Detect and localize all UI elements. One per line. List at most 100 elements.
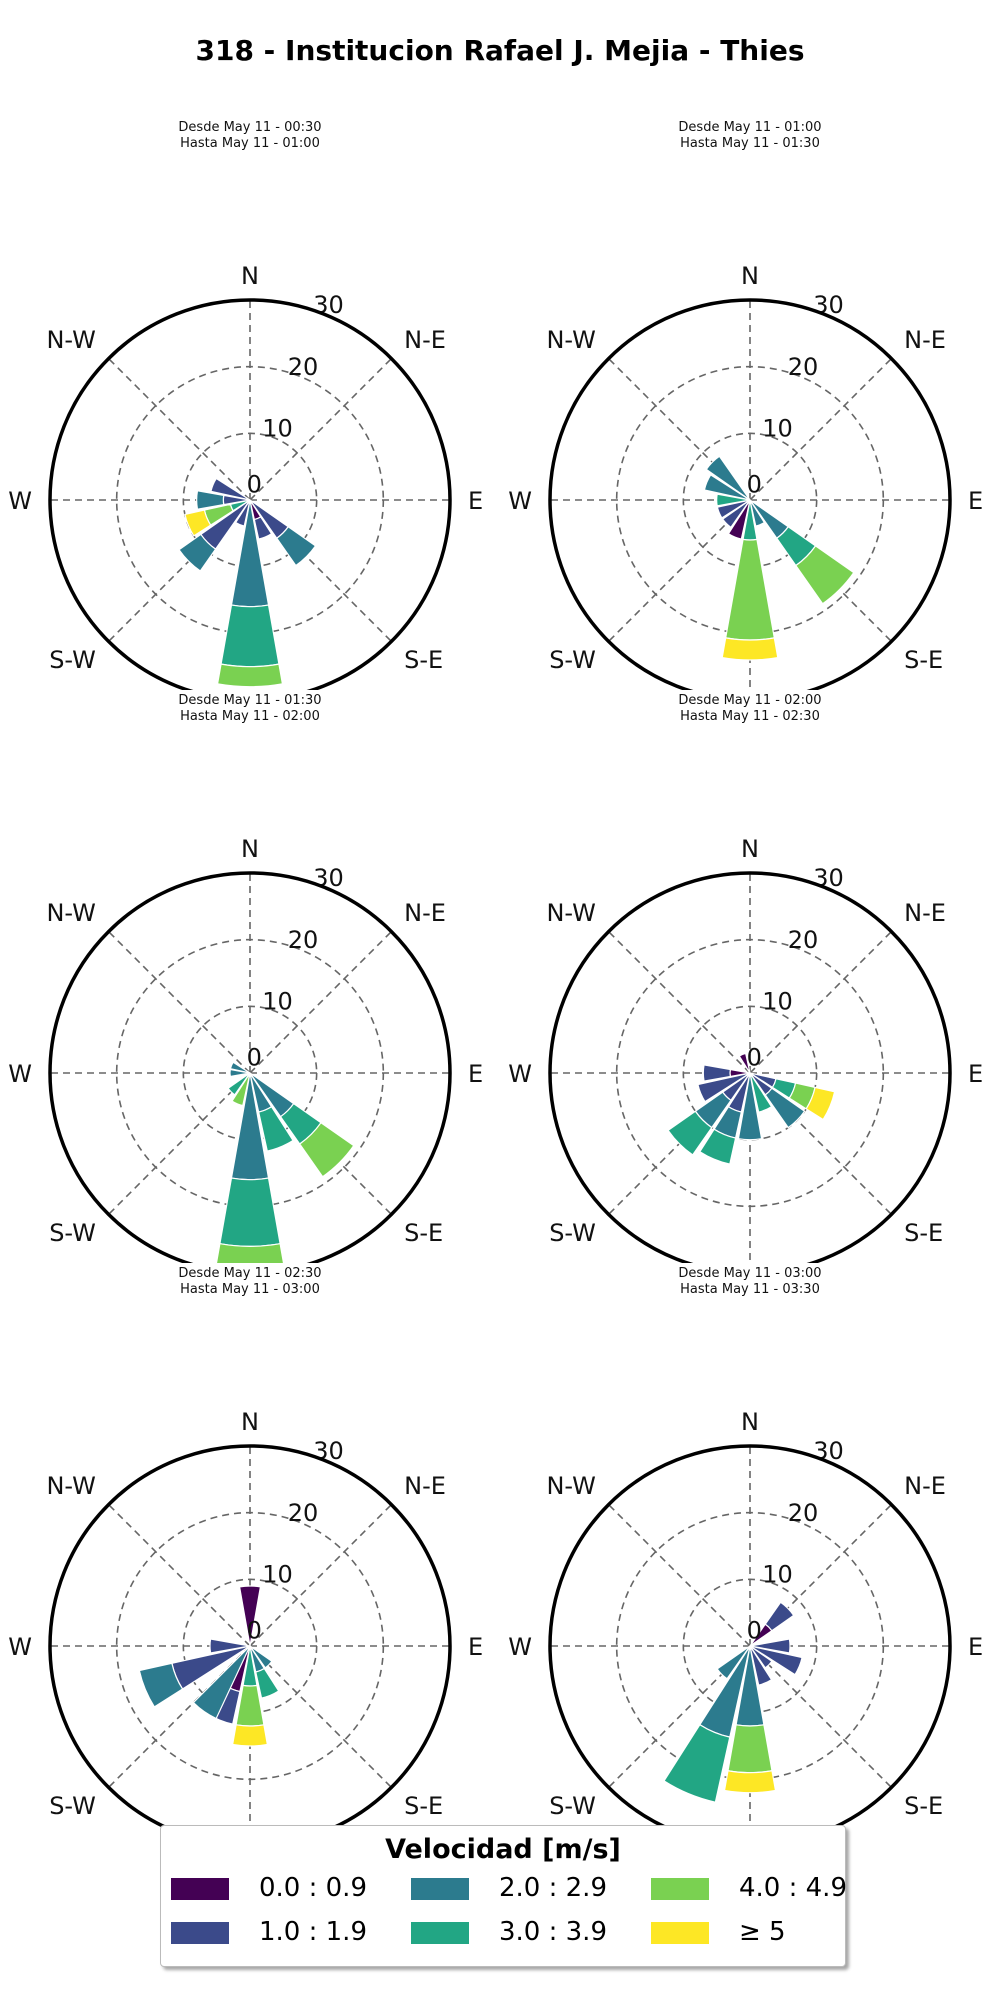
wind-bar (721, 637, 779, 661)
direction-label: E (968, 1633, 983, 1661)
wind-bar (663, 1723, 731, 1803)
windrose-panel-6: Desde May 11 - 03:00 Hasta May 11 - 03:3… (500, 1266, 1000, 1836)
grid-spoke (249, 931, 392, 1074)
grid-spoke (108, 1645, 251, 1788)
direction-label: E (468, 487, 483, 515)
radial-tick-label: 0 (747, 470, 762, 498)
wind-bar (253, 516, 273, 540)
direction-label: S-E (404, 646, 443, 674)
windrose-panel-2: Desde May 11 - 01:00 Hasta May 11 - 01:3… (500, 120, 1000, 690)
outer-circle (48, 871, 452, 1263)
direction-label: N-E (904, 326, 946, 354)
grid-ring (682, 1578, 818, 1714)
wind-bar (727, 499, 751, 540)
wind-bar (702, 1064, 731, 1082)
direction-label: N-E (904, 1472, 946, 1500)
windrose-panel-4: Desde May 11 - 02:00 Hasta May 11 - 02:3… (500, 693, 1000, 1263)
wind-bar (737, 1072, 763, 1141)
legend-label: 3.0 : 3.9 (499, 1917, 607, 1947)
grid-spoke (249, 1645, 392, 1788)
legend-swatch (171, 1878, 229, 1900)
direction-label: W (8, 1633, 32, 1661)
wind-bar (764, 1087, 806, 1129)
windrose-panel-3: Desde May 11 - 01:30 Hasta May 11 - 02:0… (0, 693, 500, 1263)
windrose-panel-5: Desde May 11 - 02:30 Hasta May 11 - 03:0… (0, 1266, 500, 1836)
wind-bar (255, 1667, 280, 1699)
radial-tick-label: 20 (788, 1499, 819, 1527)
wind-bar (667, 1110, 713, 1156)
radial-tick-label: 20 (288, 353, 319, 381)
wind-bar (229, 1068, 251, 1078)
panel-subtitle: Desde May 11 - 02:00 Hasta May 11 - 02:3… (500, 693, 1000, 725)
subtitle-line-2: Hasta May 11 - 03:00 (180, 1282, 320, 1297)
grid-spoke (108, 931, 251, 1074)
direction-label: N (741, 262, 759, 290)
direction-label: N (241, 262, 259, 290)
grid-spoke (608, 931, 751, 1074)
direction-label: N (741, 1408, 759, 1436)
radial-tick-label: 20 (288, 926, 319, 954)
wind-bar (275, 525, 317, 567)
outer-circle (548, 1444, 952, 1836)
wind-bar (697, 1072, 751, 1103)
wind-bar (716, 499, 751, 519)
direction-label: N (241, 1408, 259, 1436)
direction-label: S-W (49, 1792, 96, 1820)
grid-spoke (749, 1504, 892, 1647)
wind-bar (220, 604, 280, 668)
wind-bar (795, 545, 855, 605)
grid-spoke (749, 1645, 892, 1788)
grid-spoke (749, 358, 892, 501)
wind-bar (216, 663, 284, 688)
radial-tick-label: 10 (262, 414, 293, 442)
wind-bar (749, 1645, 773, 1686)
windrose-panel-1: Desde May 11 - 00:30 Hasta May 11 - 01:0… (0, 120, 500, 690)
subtitle-line-2: Hasta May 11 - 01:30 (680, 136, 820, 151)
wind-bar (703, 474, 751, 501)
wind-bar (805, 1086, 836, 1121)
direction-label: N-E (404, 899, 446, 927)
wind-bar (209, 1638, 251, 1654)
radial-tick-label: 10 (262, 1560, 293, 1588)
radial-tick-label: 0 (747, 1043, 762, 1071)
legend-label: 2.0 : 2.9 (499, 1873, 607, 1903)
outer-circle (48, 298, 452, 690)
radial-tick-label: 10 (762, 1560, 793, 1588)
direction-label: S-E (404, 1792, 443, 1820)
panel-subtitle: Desde May 11 - 01:00 Hasta May 11 - 01:3… (500, 120, 1000, 152)
wind-bar (231, 1724, 269, 1747)
grid-spoke (108, 358, 251, 501)
direction-label: N-W (546, 899, 595, 927)
outer-circle (548, 298, 952, 690)
subtitle-line-1: Desde May 11 - 00:30 (178, 120, 322, 135)
direction-label: W (508, 1633, 532, 1661)
grid-spoke (249, 358, 392, 501)
direction-label: S-E (904, 646, 943, 674)
radial-tick-label: 0 (247, 1616, 262, 1644)
direction-label: N-E (404, 1472, 446, 1500)
grid-spoke (608, 1645, 751, 1788)
grid-spoke (749, 931, 892, 1074)
radial-tick-label: 20 (288, 1499, 319, 1527)
grid-ring (182, 1005, 318, 1141)
wind-bar (716, 493, 751, 507)
grid-spoke (608, 358, 751, 501)
grid-spoke (108, 1072, 251, 1215)
grid-spoke (608, 499, 751, 642)
wind-bar (219, 1177, 281, 1247)
wind-bar (699, 1128, 737, 1165)
wind-bar (727, 1724, 773, 1774)
wind-bar (249, 1645, 273, 1669)
wind-bar (749, 1072, 773, 1113)
grid-ring (182, 432, 318, 568)
grid-spoke (108, 1504, 251, 1647)
wind-bar (192, 1645, 251, 1720)
direction-label: N-W (46, 1472, 95, 1500)
wind-bar (716, 1645, 751, 1680)
radial-tick-label: 20 (788, 926, 819, 954)
wind-bar (238, 1585, 262, 1647)
